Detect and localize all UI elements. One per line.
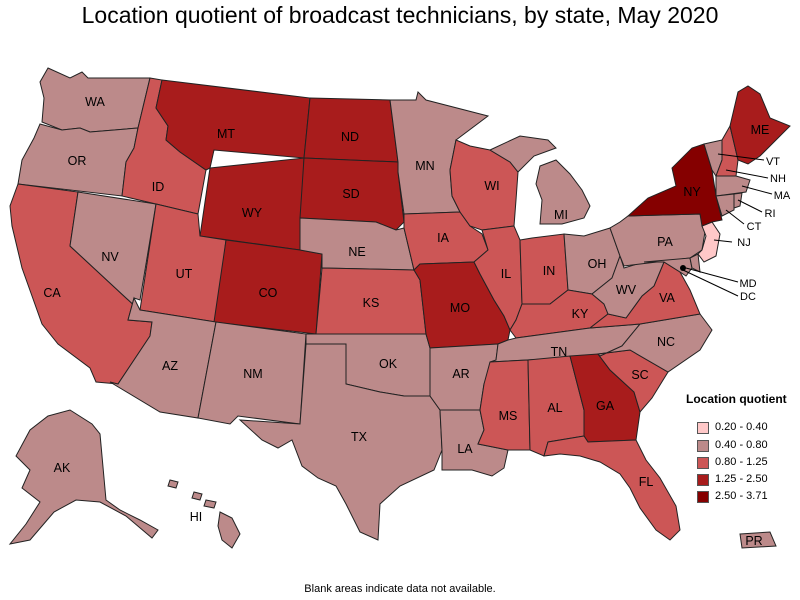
label-ct: CT bbox=[747, 221, 762, 233]
state-mi[interactable] bbox=[488, 135, 591, 225]
label-mo: MO bbox=[450, 301, 470, 315]
label-al: AL bbox=[547, 401, 562, 415]
label-tn: TN bbox=[551, 345, 568, 359]
legend-swatch bbox=[697, 474, 709, 486]
state-co[interactable] bbox=[213, 239, 323, 335]
label-hi: HI bbox=[190, 510, 203, 524]
label-md: MD bbox=[739, 278, 756, 290]
label-nj: NJ bbox=[737, 237, 750, 249]
label-ri: RI bbox=[765, 208, 776, 220]
label-mt: MT bbox=[217, 127, 235, 141]
label-me: ME bbox=[751, 123, 770, 137]
label-nd: ND bbox=[341, 130, 359, 144]
label-or: OR bbox=[68, 154, 87, 168]
label-wy: WY bbox=[242, 206, 263, 220]
label-sd: SD bbox=[342, 187, 359, 201]
label-wi: WI bbox=[484, 179, 499, 193]
label-nc: NC bbox=[657, 335, 675, 349]
label-ks: KS bbox=[363, 296, 380, 310]
state-me[interactable] bbox=[729, 85, 791, 165]
legend-label: 0.20 - 0.40 bbox=[715, 421, 768, 433]
state-nj[interactable] bbox=[697, 221, 721, 263]
callout-lines bbox=[682, 153, 773, 297]
label-ga: GA bbox=[596, 399, 615, 413]
state-ma[interactable] bbox=[715, 175, 751, 197]
state-tx[interactable] bbox=[238, 343, 443, 541]
state-pr[interactable] bbox=[739, 531, 777, 549]
state-nc[interactable] bbox=[596, 313, 713, 373]
state-dc[interactable] bbox=[680, 265, 686, 271]
label-pr: PR bbox=[745, 534, 762, 548]
label-sc: SC bbox=[631, 368, 648, 382]
legend-label: 0.40 - 0.80 bbox=[715, 439, 768, 451]
state-il[interactable] bbox=[473, 225, 523, 332]
legend-title: Location quotient bbox=[686, 392, 787, 406]
legend-swatch bbox=[697, 440, 709, 452]
callout-labels: VT NH MA RI CT NJ MD DC bbox=[737, 156, 791, 303]
label-ia: IA bbox=[437, 231, 449, 245]
label-oh: OH bbox=[588, 257, 607, 271]
label-id: ID bbox=[152, 180, 165, 194]
label-nm: NM bbox=[243, 367, 262, 381]
label-az: AZ bbox=[162, 359, 178, 373]
label-ca: CA bbox=[43, 286, 61, 300]
label-nv: NV bbox=[101, 250, 119, 264]
footnote: Blank areas indicate data not available. bbox=[304, 583, 496, 595]
label-ut: UT bbox=[176, 267, 193, 281]
label-ne: NE bbox=[348, 245, 365, 259]
label-mn: MN bbox=[415, 159, 434, 173]
state-hi[interactable] bbox=[167, 479, 241, 549]
label-pa: PA bbox=[657, 235, 673, 249]
label-ar: AR bbox=[452, 367, 469, 381]
label-wa: WA bbox=[85, 95, 105, 109]
map-title: Location quotient of broadcast technicia… bbox=[81, 2, 719, 28]
label-tx: TX bbox=[351, 430, 368, 444]
legend-label: 1.25 - 2.50 bbox=[715, 473, 768, 485]
state-wy[interactable] bbox=[199, 157, 305, 251]
label-va: VA bbox=[659, 291, 675, 305]
label-fl: FL bbox=[639, 475, 654, 489]
state-fl[interactable] bbox=[543, 435, 681, 541]
label-ky: KY bbox=[572, 307, 589, 321]
label-vt: VT bbox=[766, 156, 780, 168]
label-co: CO bbox=[259, 286, 278, 300]
label-mi: MI bbox=[554, 208, 568, 222]
label-in: IN bbox=[543, 264, 556, 278]
legend-swatch bbox=[697, 422, 709, 434]
legend-swatch bbox=[697, 491, 709, 503]
legend-label: 0.80 - 1.25 bbox=[715, 456, 768, 468]
label-ok: OK bbox=[379, 357, 398, 371]
state-labels: WA OR CA NV ID MT WY UT CO AZ NM ND SD N… bbox=[43, 95, 769, 548]
label-la: LA bbox=[457, 442, 473, 456]
legend-label: 2.50 - 3.71 bbox=[715, 490, 768, 502]
label-nh: NH bbox=[770, 173, 786, 185]
state-ak[interactable] bbox=[8, 409, 159, 545]
label-wv: WV bbox=[616, 283, 637, 297]
state-ct[interactable] bbox=[715, 193, 735, 217]
label-ny: NY bbox=[683, 185, 701, 199]
label-il: IL bbox=[501, 267, 511, 281]
legend-swatch bbox=[697, 457, 709, 469]
label-ma: MA bbox=[774, 190, 791, 202]
label-ms: MS bbox=[499, 409, 518, 423]
label-ak: AK bbox=[54, 461, 71, 475]
label-dc: DC bbox=[740, 291, 756, 303]
